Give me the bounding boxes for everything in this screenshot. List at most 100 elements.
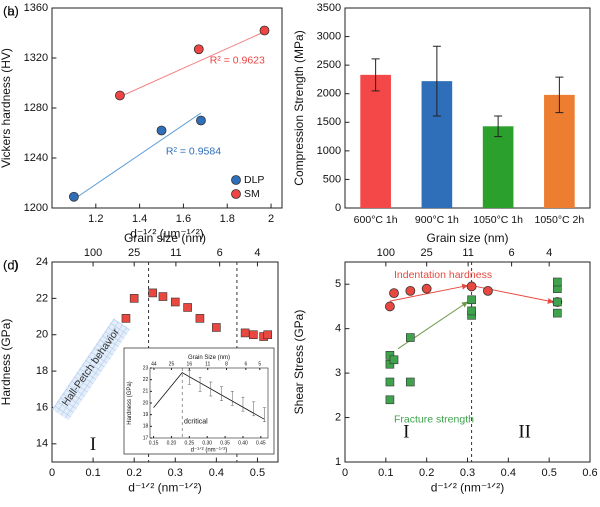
x-tick-label: 900°C 1h [415, 214, 459, 226]
y-tick-label: 23 [143, 365, 149, 371]
inset-background [123, 347, 275, 455]
error-bar [198, 377, 202, 392]
y-tick-label: 0 [335, 202, 341, 214]
top-tick-label: 11 [462, 247, 473, 259]
error-bar [187, 370, 191, 385]
point [183, 303, 192, 312]
x-tick-label: 600°C 1h [354, 214, 398, 226]
point [193, 44, 204, 55]
x-tick-label: 0.25 [184, 440, 194, 446]
y-tick-label: 18 [143, 424, 149, 430]
top-axis-label: Grain size (nm) [426, 231, 508, 245]
point [259, 25, 270, 36]
region-label: II [518, 421, 531, 442]
y-tick-label: 20 [143, 400, 149, 406]
x-tick-label: 0.1 [85, 467, 100, 479]
bar [360, 74, 391, 208]
y-tick-label: 500 [323, 173, 341, 185]
y-tick-label: 2500 [317, 59, 341, 71]
point [389, 355, 399, 365]
y-tick-label: 1500 [317, 116, 341, 128]
y-axis-label: Hardness (GPa) [127, 381, 133, 424]
point [129, 294, 139, 303]
legend-label: DLP [244, 174, 264, 186]
point [158, 292, 168, 301]
top-tick-label: 4 [254, 247, 260, 259]
y-axis-label: Shear Stress (GPa) [292, 310, 306, 415]
annotation: R² = 0.9623 [210, 54, 265, 66]
y-tick-label: 22 [143, 377, 149, 383]
point [553, 308, 562, 318]
point [212, 323, 221, 332]
point [195, 314, 205, 323]
point [406, 333, 415, 342]
panel-label: (c) [3, 257, 18, 272]
top-axis-label: Grain size (nm) [124, 231, 206, 245]
error-bar [220, 386, 224, 401]
fit-line [73, 112, 202, 200]
error-bar [262, 407, 266, 422]
x-tick-label: 0.2 [127, 467, 142, 479]
y-axis-label: Hardness (GPa) [0, 319, 13, 406]
point [263, 330, 273, 340]
point [385, 395, 395, 405]
point [240, 328, 250, 338]
point [483, 285, 493, 296]
top-tick-label: 100 [377, 247, 395, 259]
y-tick-label: 24 [36, 256, 48, 268]
y-tick-label: 1240 [24, 152, 48, 164]
point [466, 281, 477, 292]
y-tick-label: 2 [335, 411, 341, 423]
top-tick-label: 4 [546, 247, 552, 259]
x-tick-label: 0.45 [256, 440, 266, 446]
bar [482, 126, 514, 208]
x-tick-label: 0.15 [149, 440, 159, 446]
y-tick-label: 2000 [317, 88, 341, 100]
y-tick-label: 5 [335, 278, 341, 290]
y-tick-label: 3000 [317, 30, 341, 42]
x-tick-label: 0.5 [542, 467, 557, 479]
x-tick-label: 0.30 [202, 440, 212, 446]
annotation: Hall-Petch behavior [60, 326, 123, 408]
y-tick-label: 1000 [317, 145, 341, 157]
y-tick-label: 14 [36, 438, 48, 450]
x-tick-label: 0.35 [220, 440, 230, 446]
error-bar [555, 76, 564, 114]
error-bar [241, 396, 245, 412]
top-tick-label: 11 [170, 247, 181, 259]
point [69, 191, 79, 202]
x-tick-label: 0.2 [419, 467, 434, 479]
x-tick-label: 0.4 [209, 467, 224, 479]
point [156, 125, 167, 136]
x-tick-label: 1.2 [88, 213, 103, 225]
point [405, 285, 416, 296]
trend-line [471, 285, 554, 304]
point [385, 301, 395, 312]
point [553, 277, 562, 287]
x-tick-label: 0 [49, 467, 55, 479]
top-axis-label: Grain Size (nm) [188, 355, 230, 361]
y-axis-label: Compression Strength (MPa) [292, 30, 306, 185]
y-axis-label: Vickers hardness (HV) [0, 48, 13, 168]
y-tick-label: 22 [36, 292, 48, 304]
error-bar [371, 58, 380, 92]
point [170, 297, 180, 307]
error-bar [230, 391, 234, 406]
y-tick-label: 16 [36, 401, 48, 413]
top-tick-label: 25 [169, 361, 175, 367]
x-tick-label: 0 [342, 467, 348, 479]
x-tick-label: 2 [268, 213, 274, 225]
x-tick-label: 1.4 [132, 213, 147, 225]
point [385, 377, 395, 387]
y-tick-label: 1360 [24, 2, 48, 14]
point [467, 295, 476, 305]
y-tick-label: 21 [143, 389, 149, 395]
panel-label: (d) [3, 257, 19, 272]
point [421, 283, 432, 294]
legend-marker [231, 175, 241, 185]
x-tick-label: 1050°C 1h [473, 214, 523, 226]
y-tick-label: 3500 [317, 2, 341, 14]
panel-label: (a) [3, 3, 19, 18]
top-tick-label: 6 [509, 247, 515, 259]
x-axis-label: d⁻¹ᐟ² (nm⁻¹ᐟ²) [431, 481, 504, 495]
